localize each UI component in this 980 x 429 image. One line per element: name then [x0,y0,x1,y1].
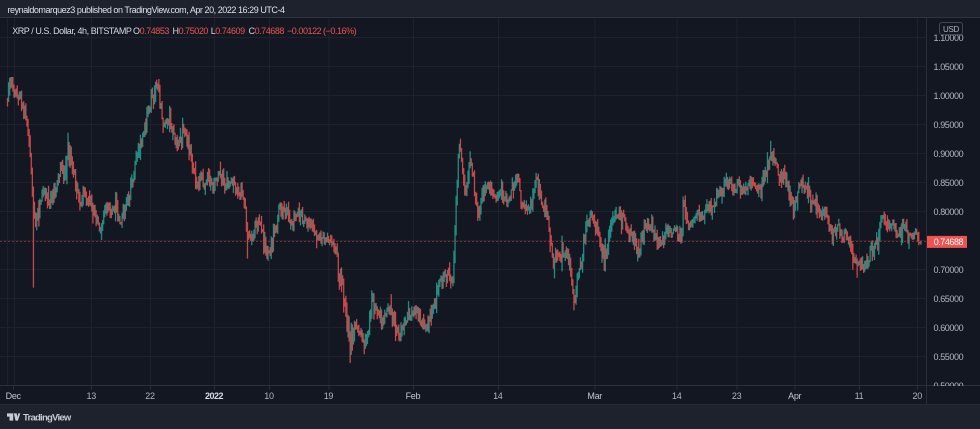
svg-text:O0.74853: O0.74853 [133,26,169,36]
svg-text:Feb: Feb [406,391,421,401]
svg-text:11: 11 [855,391,864,401]
svg-text:20: 20 [912,391,922,401]
svg-text:2022: 2022 [205,391,224,401]
svg-text:USD: USD [943,25,960,34]
svg-text:1.10000: 1.10000 [934,33,964,43]
svg-text:0.85000: 0.85000 [934,178,964,188]
svg-text:0.65000: 0.65000 [934,294,964,304]
svg-text:0.95000: 0.95000 [934,120,964,130]
svg-text:19: 19 [324,391,334,401]
svg-text:1.00000: 1.00000 [934,91,964,101]
svg-text:Apr: Apr [788,391,801,401]
svg-text:10: 10 [264,391,274,401]
svg-text:C0.74688: C0.74688 [249,26,285,36]
svg-text:Dec: Dec [6,391,22,401]
svg-text:Mar: Mar [587,391,602,401]
svg-text:0.80000: 0.80000 [934,207,964,217]
svg-text:XRP / U.S. Dollar, 4h, BITSTAM: XRP / U.S. Dollar, 4h, BITSTAMP [12,26,132,36]
svg-text:0.70000: 0.70000 [934,265,964,275]
svg-text:23: 23 [732,391,742,401]
svg-text:0.60000: 0.60000 [934,323,964,333]
svg-text:1.05000: 1.05000 [934,62,964,72]
svg-text:reynaldomarquez3 published on: reynaldomarquez3 published on TradingVie… [8,5,286,15]
svg-text:(−0.16%): (−0.16%) [323,26,357,36]
svg-text:0.74688: 0.74688 [934,237,964,247]
svg-text:−0.00122: −0.00122 [287,26,322,36]
svg-text:0.90000: 0.90000 [934,149,964,159]
svg-text:H0.75020: H0.75020 [173,26,209,36]
svg-text:14: 14 [672,391,682,401]
svg-text:22: 22 [145,391,155,401]
svg-text:0.55000: 0.55000 [934,352,964,362]
svg-text:TradingView: TradingView [23,413,72,424]
svg-text:L0.74609: L0.74609 [211,26,245,36]
svg-text:14: 14 [493,391,503,401]
svg-text:13: 13 [86,391,96,401]
